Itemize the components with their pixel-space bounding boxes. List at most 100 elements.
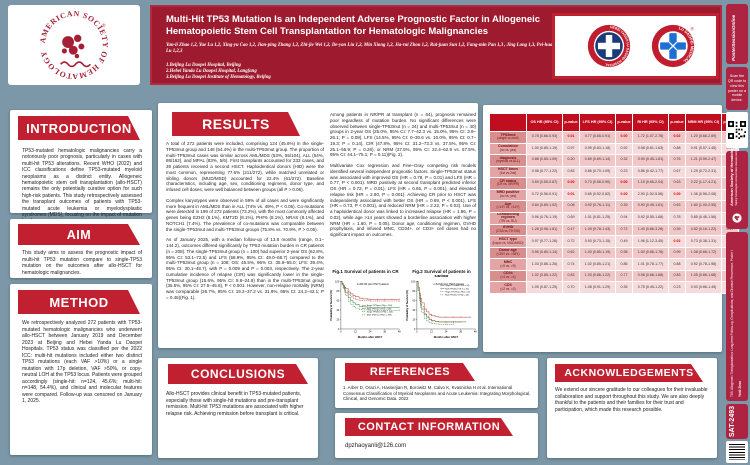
qr-code-box [726,112,748,148]
svg-text:0: 0 [414,328,416,331]
contact-section: CONTACT INFORMATION dpzhaoyanli@126.com [335,413,538,458]
table-row-label: HSCT times (1st vs.2nd) [489,165,527,178]
results-paragraph: Complex karyotypes were observed in 59% … [166,197,324,232]
table-cell-pvalue: 0.78 [668,211,686,225]
table-cell-hr: 1.28 (0.98-1.81) [526,223,563,237]
table-cell-pvalue: 0.32 [615,154,633,167]
table-row-label: Comutation (no vs. yes) [489,142,527,155]
table-cell-hr: 1.00 (0.85-1.19) [579,246,616,260]
table-cell-hr: 1.00 (0.66-1.78) [632,246,669,260]
references-section: REFERENCES 1. Arber D, Orazi A, Hasserji… [335,358,538,408]
table-cell-pvalue: 0.01 [562,188,580,201]
table-row-label: MNC (<9 vs. >9) [489,258,527,271]
introduction-body: TP53-mutated hematologic malignancies ca… [22,148,142,224]
conclusions-body: Allo-HSCT provides clinical benefit in T… [166,391,304,417]
table-cell-hr: 1.02 (0.85-1.21) [579,258,616,271]
hebei-yanda-hospital-logo-icon: HEBEI YANDA LU DAOPEI HOSPITAL [587,24,631,68]
table-row-label: TP53mut (single vs.muti) [489,131,527,144]
aim-body: This study aims to assess the prognostic… [22,250,142,276]
table-body: TP53mut (single vs.muti) 0.78 (0.66-0.93) 0… [489,131,739,294]
table-column-header [489,113,527,132]
table-cell-hr: 0.98 (0.66-1.68) [632,269,669,283]
table-column-header: RI HR (95% CI) [632,113,669,132]
table-row: CR status (CR vs. NR/PR) 0.69 (0.55-0.87) 0… [489,177,739,190]
table-row: Donor age (<35Y vs. >35Y) 0.96 (0.80-1.14)… [489,246,739,260]
poster-id-label: SAT-2493 [729,406,736,437]
table-cell-pvalue: 0.97 [562,142,580,155]
results-paragraph: A total of 272 patients were included, c… [166,141,324,192]
table-cell-pvalue: 0.86 [615,258,633,271]
table-cell-pvalue: 0.67 [668,165,686,178]
table-cell-hr: 1.02 (0.85-1.22) [526,269,563,283]
table-row-label: CD3 (<2 vs. >2) [489,281,527,294]
svg-text:36: 36 [459,331,462,334]
sidebar-ash-segment [726,151,748,229]
ash-logo-box: AMERICAN SOCIETY OF HEMATOLOGY ® [8,5,140,85]
qr-code-icon[interactable] [728,121,746,139]
svg-text:0: 0 [416,331,418,334]
sidebar-poster-id-segment [726,404,748,439]
svg-text:®: ® [690,25,694,31]
table-cell-pvalue: 0.00 [668,188,686,201]
table-row-label: CD34 (<4 vs. >4) [489,269,527,283]
table-cell-hr: 0.78 (0.66-0.93) [526,131,563,144]
table-cell-hr: 1.03 (0.86-1.26) [526,258,563,271]
table-cell-pvalue: 0.00 [615,131,633,144]
table-cell-pvalue: 0.35 [615,281,633,294]
table-cell-pvalue: 0.72 [562,235,580,248]
svg-text:Probability of Survival (%): Probability of Survival (%) [406,290,409,321]
conclusions-header: CONCLUSIONS [168,364,308,384]
table-cell-pvalue: 0.83 [562,269,580,283]
svg-text:12: 12 [430,331,433,334]
acknowledgements-section: ACKNOWLEDGEMENTS We extend our sincere g… [547,358,717,458]
svg-text:36: 36 [383,331,386,334]
svg-text:100: 100 [411,280,416,283]
table-row-label: CR status (CR vs. NR/PR) [489,177,527,190]
table-cell-pvalue: 0.00 [615,177,633,190]
table-cell-hr: 1.29 (0.72-2.31) [685,165,722,178]
svg-text:80: 80 [413,290,416,293]
sidebar-ash-name: American Society of Hematology [729,145,734,206]
table-cell-pvalue: 0.77 [615,269,633,283]
table-cell-hr: 1.03 (0.86-1.22) [579,269,616,283]
svg-text:Single TP53mut LFS(n = 24): Single TP53mut LFS(n = 24) [445,291,470,294]
table-cell-hr: 0.97 (0.77-1.28) [526,235,563,248]
svg-text:80: 80 [337,290,340,293]
table-cell-hr: 0.92 (0.55-1.68) [632,211,669,225]
lu-daopei-medical-logo-icon: LU DAOPEI MEDICAL ® [651,24,694,68]
table-row: CD34 (<4 vs. >4) 1.02 (0.85-1.22) 0.83 1.03 … [489,269,739,283]
table-cell-hr: 0.99 (0.83-1.18) [579,142,616,155]
svg-text:40: 40 [413,309,416,312]
affiliation-3: 3.Beijing Lu Daopei Institute of Hematol… [166,75,271,81]
table-cell-pvalue: 0.02 [668,235,686,248]
table-cell-pvalue: 0.99 [668,246,686,260]
affiliation-1: 1.Beijing Lu Daopei Hospital, Beijing [166,63,241,68]
table-cell-hr: 1.15 (0.65-2.04) [632,177,669,190]
table-cell-pvalue: 0.00 [615,188,633,201]
table-cell-hr: 0.89 (0.69-1.14) [579,154,616,167]
table-cell-hr: 1.08 (0.66-1.72) [685,246,722,260]
barcode-icon [729,444,745,460]
svg-text:Multi TP53mut OS (n = 108): Multi TP53mut OS (n = 108) [367,307,392,310]
reference-item: 1. Arber D, Orazi A, Hasserjian R, Borow… [343,385,531,402]
poster-session-online-logo: PosterSessionOnline [731,14,736,61]
svg-text:48: 48 [398,331,401,334]
table-row: MNC (<9 vs. >9) 1.03 (0.86-1.26) 0.74 1.02 (… [489,258,739,271]
results-column-2: Among patients in NR/PR at transplant (n… [330,112,476,243]
svg-text:0: 0 [340,331,342,334]
table-column-header: p-value [615,113,633,132]
table-cell-hr: 0.86 (0.42-1.77) [632,165,669,178]
table-cell-pvalue: 0.83 [562,165,580,178]
svg-text:Multi TP53mut OS (n = 40): Multi TP53mut OS (n = 40) [445,287,469,290]
table-cell-hr: 0.88 (0.65-1.09) [526,154,563,167]
scan-qr-instruction: Scan the QR code to view this poster on … [726,67,748,110]
svg-text:in 208 CR prior HSCT patients: in 208 CR prior HSCT patients [357,283,390,286]
table-cell-pvalue: 0.88 [668,258,686,271]
method-header: METHOD [18,290,140,314]
table-cell-pvalue: 0.08 [562,200,580,213]
conclusions-section: CONCLUSIONS Allo-HSCT provides clinical … [158,358,318,458]
results-paragraph: As of January 2025, with a median follow… [166,237,325,300]
contact-email[interactable]: dpzhaoyanli@126.com [345,443,407,449]
results-column-1: A total of 272 patients were included, c… [166,141,324,306]
